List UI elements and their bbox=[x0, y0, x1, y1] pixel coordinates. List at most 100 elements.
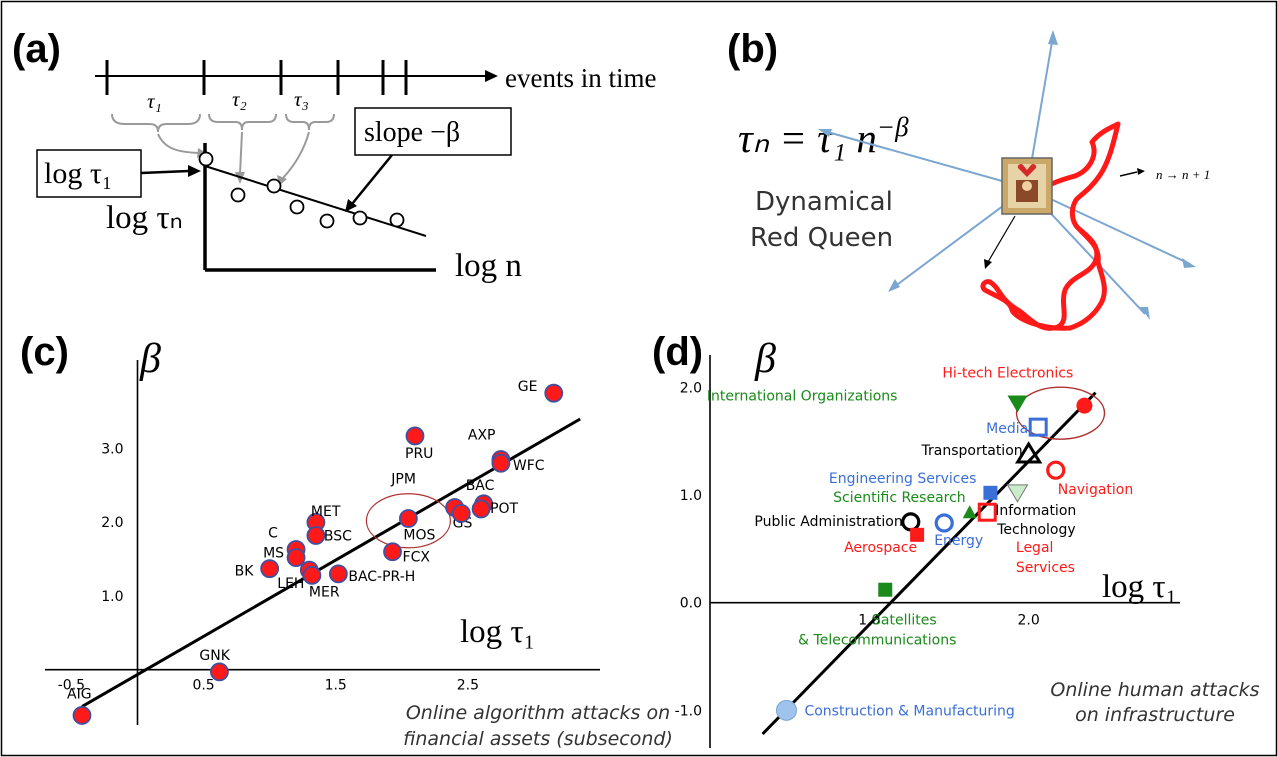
a-xlabel: log n bbox=[455, 248, 522, 284]
c-point-label: MER bbox=[309, 584, 340, 600]
c-point bbox=[302, 565, 322, 585]
d-highlight-ellipse bbox=[1015, 386, 1106, 440]
c-point bbox=[405, 426, 425, 446]
d-point-label: Aerospace bbox=[844, 540, 917, 556]
slope-arrowhead bbox=[345, 199, 357, 212]
d-x-tick-label: 1.0 bbox=[858, 613, 880, 629]
d-plot-area: 1.0 2.0 2.0 1.0 0.0 -1.0 Hi-tech Electronics In… bbox=[675, 355, 1180, 748]
d-marker-circle-open bbox=[934, 513, 954, 533]
c-caption-line1: Online algorithm attacks on bbox=[406, 702, 670, 724]
panel-c: (c) β log τ₁ Online algorithm attacks on… bbox=[20, 330, 673, 750]
panel-c-label: (c) bbox=[20, 330, 69, 374]
tau1-label: τ₁ bbox=[147, 89, 162, 113]
d-marker-circle-open bbox=[1046, 460, 1066, 480]
d-y-tick-label: -1.0 bbox=[675, 703, 702, 719]
direction-arrowheads bbox=[818, 30, 1196, 320]
c-point-label: AIG bbox=[67, 686, 92, 702]
c-point-label: BSC bbox=[324, 528, 352, 544]
slope-label: slope −β bbox=[364, 117, 460, 148]
jump-arrow bbox=[987, 215, 1016, 263]
log-tau1-arrow bbox=[140, 169, 190, 175]
d-marker-square bbox=[878, 582, 893, 597]
c-point-label: FCX bbox=[403, 550, 431, 566]
step-label: n → n + 1 bbox=[1156, 167, 1210, 182]
c-point bbox=[72, 706, 92, 725]
d-xlabel: log τ₁ bbox=[1102, 569, 1177, 605]
c-point bbox=[451, 503, 471, 523]
d-point-label: Engineering Services bbox=[829, 471, 977, 487]
c-point-label: AXP bbox=[468, 428, 496, 444]
d-marker-circle-light bbox=[775, 699, 797, 721]
c-xlabel: log τ₁ bbox=[460, 614, 535, 650]
c-point bbox=[260, 559, 280, 579]
d-y-tick-label: 0.0 bbox=[680, 596, 702, 612]
c-point-label: WFC bbox=[513, 458, 545, 474]
c-x-tick-label: 2.5 bbox=[457, 678, 479, 694]
c-x-tick-label: 0.5 bbox=[192, 678, 214, 694]
tau3-label: τ₃ bbox=[294, 87, 309, 111]
step-arrowhead bbox=[1137, 168, 1145, 175]
c-y-tick-label: 2.0 bbox=[101, 515, 123, 531]
c-point bbox=[210, 662, 229, 682]
c-y-tick-label: 3.0 bbox=[101, 441, 123, 457]
c-highlight-ellipse bbox=[365, 493, 451, 549]
d-caption-line2: on infrastructure bbox=[1075, 704, 1235, 726]
d-marker-square-open bbox=[977, 502, 997, 522]
c-point-label: POT bbox=[490, 501, 518, 517]
c-point-label: MET bbox=[311, 504, 341, 520]
c-x-tick-label: 1.5 bbox=[325, 678, 347, 694]
timeline-label: events in time bbox=[505, 63, 656, 93]
panel-d: (d) β log τ₁ Online human attacks on inf… bbox=[652, 330, 1260, 748]
d-point-label: Satellites & Telecommunications bbox=[798, 613, 956, 649]
c-point bbox=[383, 542, 402, 562]
d-point-label: Information Technology bbox=[995, 503, 1076, 538]
d-point-label: Hi-tech Electronics bbox=[942, 366, 1073, 382]
c-point-label: GE bbox=[518, 379, 538, 395]
tau2-label: τ₂ bbox=[232, 87, 247, 111]
panel-d-label: (d) bbox=[652, 330, 703, 374]
d-point-label: Construction & Manufacturing bbox=[804, 703, 1014, 719]
panel-b-label: (b) bbox=[727, 27, 778, 71]
event-ticks bbox=[105, 60, 408, 95]
c-point-label: GNK bbox=[199, 648, 230, 664]
log-tau1-label: log τ₁ bbox=[44, 157, 112, 190]
d-marker-triangle-up bbox=[962, 505, 977, 519]
c-point bbox=[286, 548, 306, 568]
title-line2: Red Queen bbox=[750, 223, 893, 253]
d-fit-line bbox=[761, 391, 1097, 736]
c-point-label: LEH bbox=[277, 576, 304, 592]
d-x-tick-label: 2.0 bbox=[1018, 613, 1040, 629]
d-marker-circle-open bbox=[901, 512, 921, 532]
c-point-label: MS bbox=[263, 546, 284, 562]
d-marker-square bbox=[983, 485, 998, 500]
timeline-arrowhead bbox=[485, 70, 498, 82]
d-marker-square-open bbox=[1028, 417, 1048, 437]
equation: τₙ = τ₁ n−β bbox=[738, 112, 909, 161]
c-ylabel: β bbox=[139, 336, 161, 382]
d-point-label: Scientific Research bbox=[833, 490, 966, 506]
d-point-label: International Organizations bbox=[707, 388, 898, 404]
red-queen-trajectory bbox=[980, 121, 1121, 331]
c-point-label: JPM bbox=[390, 471, 416, 487]
c-point bbox=[544, 383, 564, 403]
a-points bbox=[198, 151, 405, 229]
d-caption-line1: Online human attacks bbox=[1050, 679, 1259, 701]
c-y-tick-label: 1.0 bbox=[101, 589, 123, 605]
d-marker-triangle-down bbox=[1007, 395, 1028, 413]
panel-a: (a) events in time τ₁ τ₂ τ₃ bbox=[12, 27, 656, 284]
c-plot-area: -0.5 0.5 1.5 2.5 1.0 2.0 3.0 GE PRU AXP WFC BAC POT G… bbox=[45, 360, 600, 725]
slope-box bbox=[354, 107, 512, 156]
c-point bbox=[491, 453, 511, 473]
log-tau1-box bbox=[36, 149, 142, 198]
c-point bbox=[471, 499, 491, 519]
d-point-label: Public Administration bbox=[754, 514, 902, 530]
d-marker-triangle-down-light bbox=[1006, 484, 1029, 503]
d-point-label: Navigation bbox=[1058, 482, 1134, 498]
d-ylabel: β bbox=[754, 336, 776, 382]
a-fit-line bbox=[204, 165, 427, 237]
c-point-label: MOS bbox=[403, 528, 435, 544]
d-marker-square bbox=[910, 527, 925, 542]
step-arrow bbox=[1119, 171, 1138, 177]
c-point bbox=[328, 564, 348, 584]
